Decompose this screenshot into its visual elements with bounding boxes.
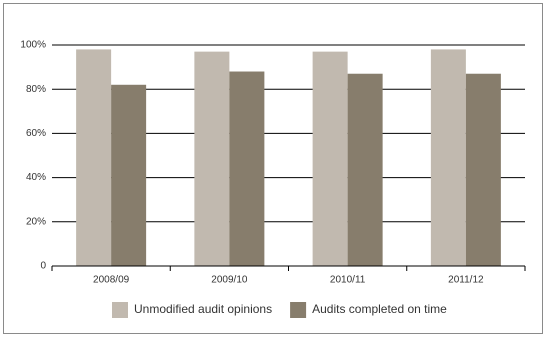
y-tick-label: 40% [26, 172, 46, 183]
y-tick-label: 60% [26, 128, 46, 139]
bar [312, 51, 348, 266]
bar [194, 51, 230, 266]
bar [347, 73, 383, 266]
bar [465, 73, 501, 266]
bar [229, 71, 265, 267]
y-tick-label: 0 [40, 261, 46, 272]
bar [430, 49, 466, 266]
legend-swatch [112, 302, 128, 318]
legend-label: Audits completed on time [312, 302, 447, 316]
y-tick-label: 80% [26, 84, 46, 95]
x-tick-label: 2011/12 [448, 275, 484, 286]
y-tick-label: 20% [26, 216, 46, 227]
legend-label: Unmodified audit opinions [134, 302, 272, 316]
legend-swatch [290, 302, 307, 318]
x-tick-label: 2010/11 [330, 275, 366, 286]
chart-frame [3, 3, 543, 334]
y-tick-label: 100% [20, 40, 46, 51]
bar [111, 84, 147, 266]
bar [76, 49, 112, 266]
x-tick-label: 2008/09 [93, 275, 130, 286]
x-tick-label: 2009/10 [211, 275, 248, 286]
